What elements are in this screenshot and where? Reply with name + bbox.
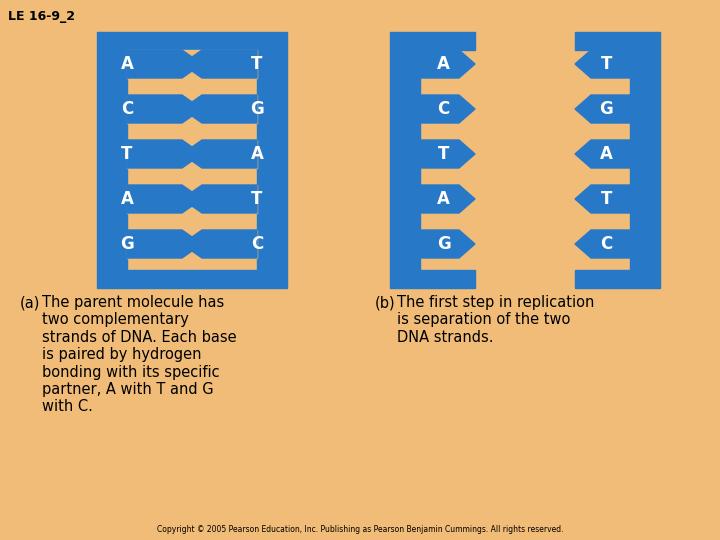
Polygon shape <box>182 185 257 213</box>
Text: C: C <box>121 100 133 118</box>
Bar <box>127 140 257 168</box>
Polygon shape <box>420 140 475 168</box>
Polygon shape <box>127 230 202 258</box>
Text: The parent molecule has
two complementary
strands of DNA. Each base
is paired by: The parent molecule has two complementar… <box>42 295 237 414</box>
Polygon shape <box>127 140 202 168</box>
Bar <box>97 270 287 288</box>
Text: A: A <box>120 55 133 73</box>
Text: A: A <box>600 145 613 163</box>
Text: A: A <box>437 55 450 73</box>
Text: T: T <box>438 145 449 163</box>
Text: Copyright © 2005 Pearson Education, Inc. Publishing as Pearson Benjamin Cummings: Copyright © 2005 Pearson Education, Inc.… <box>157 525 563 534</box>
Text: (a): (a) <box>20 295 40 310</box>
Bar <box>390 270 475 288</box>
Polygon shape <box>420 95 475 123</box>
Bar <box>390 32 475 50</box>
Polygon shape <box>575 95 630 123</box>
Bar <box>127 185 257 213</box>
Bar <box>97 50 127 270</box>
Text: C: C <box>251 235 263 253</box>
Polygon shape <box>182 95 257 123</box>
Text: T: T <box>251 55 263 73</box>
Polygon shape <box>575 185 630 213</box>
Bar <box>575 270 660 288</box>
Text: G: G <box>436 235 451 253</box>
Bar <box>127 50 257 78</box>
Polygon shape <box>575 140 630 168</box>
Bar <box>127 230 257 258</box>
Polygon shape <box>182 50 257 78</box>
Text: A: A <box>251 145 264 163</box>
Text: G: G <box>120 235 134 253</box>
Text: T: T <box>600 190 612 208</box>
Text: C: C <box>437 100 449 118</box>
Bar <box>127 95 257 123</box>
Text: A: A <box>437 190 450 208</box>
Polygon shape <box>127 185 202 213</box>
Text: C: C <box>600 235 613 253</box>
Text: G: G <box>600 100 613 118</box>
Polygon shape <box>420 50 475 78</box>
Polygon shape <box>420 185 475 213</box>
Text: T: T <box>251 190 263 208</box>
Text: G: G <box>250 100 264 118</box>
Polygon shape <box>420 230 475 258</box>
Text: T: T <box>121 145 132 163</box>
Polygon shape <box>182 230 257 258</box>
Polygon shape <box>127 50 202 78</box>
Polygon shape <box>182 140 257 168</box>
Bar <box>390 50 420 270</box>
Bar <box>630 50 660 270</box>
Text: LE 16-9_2: LE 16-9_2 <box>8 10 75 23</box>
Polygon shape <box>575 230 630 258</box>
Text: T: T <box>600 55 612 73</box>
Text: A: A <box>120 190 133 208</box>
Text: The first step in replication
is separation of the two
DNA strands.: The first step in replication is separat… <box>397 295 595 345</box>
Polygon shape <box>575 50 630 78</box>
Polygon shape <box>127 95 202 123</box>
Bar <box>257 50 287 270</box>
Bar <box>97 32 287 50</box>
Bar <box>575 32 660 50</box>
Text: (b): (b) <box>375 295 395 310</box>
